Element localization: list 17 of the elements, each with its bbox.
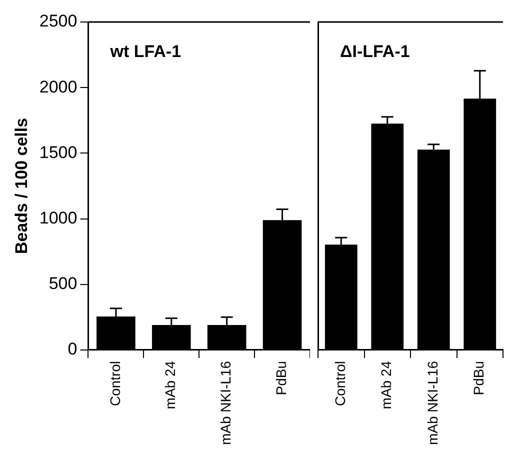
annotation: wt LFA-1 (109, 42, 182, 62)
x-tick-label: Control (332, 360, 348, 406)
x-tick-label: Control (106, 360, 123, 406)
x-tick-label: mAb NKI-L16 (424, 360, 440, 446)
y-tick-label: 500 (48, 274, 78, 294)
x-tick-label: PdBu (273, 360, 290, 396)
y-tick-label: 1500 (39, 142, 78, 162)
y-tick-label: 2000 (39, 77, 78, 96)
x-tick-label: mAb 24 (378, 360, 394, 410)
annotation: ΔI-LFA-1 (340, 42, 410, 62)
x-tick-label: mAb NKI-L16 (218, 360, 234, 446)
y-tick-label: 2500 (39, 12, 78, 31)
y-tick-label: 1000 (39, 208, 78, 228)
x-tick-label: PdBu (470, 360, 487, 396)
x-tick-label: mAb 24 (162, 360, 178, 410)
y-axis-title: Beads / 100 cells (12, 118, 31, 254)
y-tick-label: 0 (68, 340, 78, 359)
